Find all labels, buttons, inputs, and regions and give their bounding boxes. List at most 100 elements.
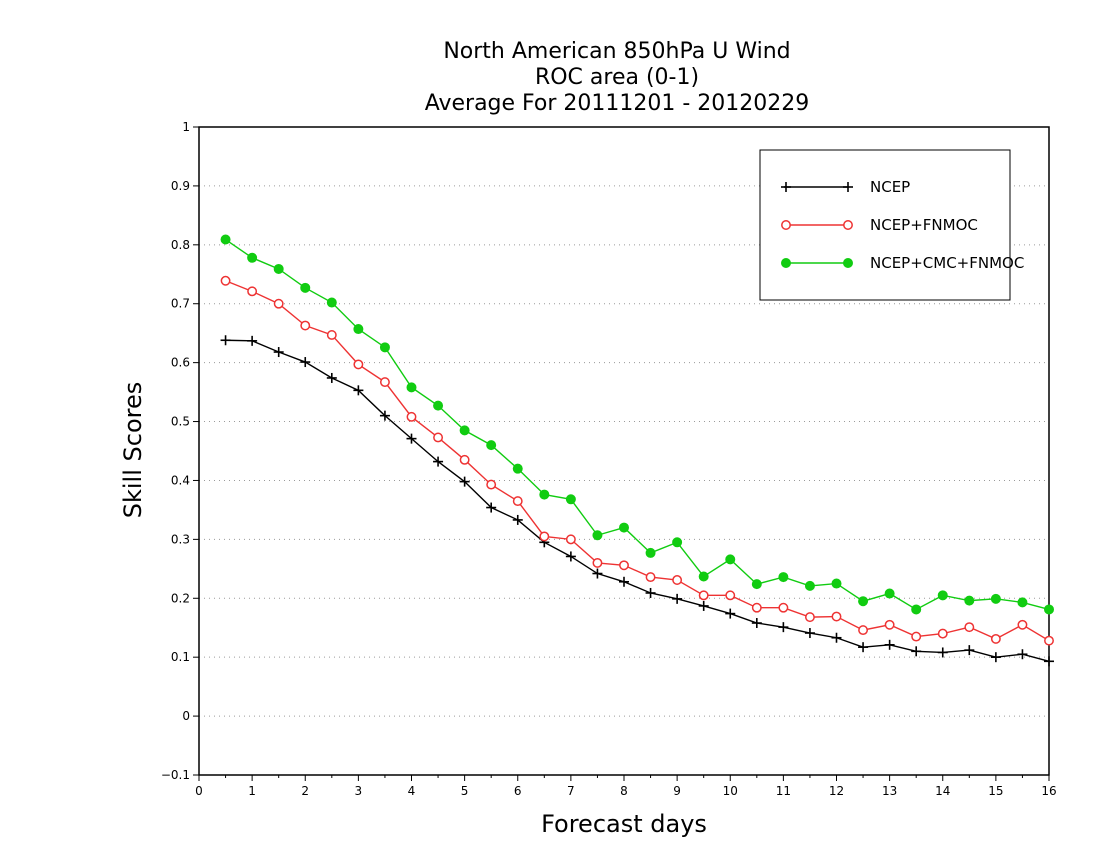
data-point xyxy=(379,342,390,353)
data-point xyxy=(592,568,603,579)
data-point xyxy=(804,580,815,591)
y-tick-label: −0.1 xyxy=(161,768,190,782)
data-point xyxy=(645,547,656,558)
y-tick-label: 0.1 xyxy=(171,650,190,664)
y-tick-label: 0.9 xyxy=(171,179,190,193)
data-point xyxy=(1044,656,1054,667)
y-tick-label: 1 xyxy=(182,120,190,134)
data-point xyxy=(911,604,922,615)
legend-marker-start xyxy=(781,258,791,268)
x-tick-label: 6 xyxy=(514,784,522,798)
data-point xyxy=(858,625,869,636)
data-point xyxy=(406,411,417,422)
y-tick-label: 0.4 xyxy=(171,473,190,487)
y-tick-label: 0 xyxy=(182,709,190,723)
legend-label: NCEP xyxy=(870,178,910,196)
x-tick-label: 7 xyxy=(567,784,575,798)
x-tick-label: 3 xyxy=(355,784,363,798)
x-tick-label: 9 xyxy=(673,784,681,798)
legend-marker-end xyxy=(843,258,853,268)
data-point xyxy=(725,554,736,565)
data-point xyxy=(1044,635,1054,646)
data-point xyxy=(725,590,736,601)
data-point xyxy=(964,622,975,633)
data-point xyxy=(672,575,683,585)
data-point xyxy=(353,359,364,370)
data-point xyxy=(619,576,629,587)
data-point xyxy=(725,608,736,619)
data-point xyxy=(858,642,869,653)
data-point xyxy=(273,298,284,309)
x-tick-label: 15 xyxy=(988,784,1003,798)
data-point xyxy=(459,425,470,436)
data-point xyxy=(326,372,337,383)
chart-title: North American 850hPa U Wind ROC area (0… xyxy=(425,39,810,116)
data-point xyxy=(911,631,922,642)
x-tick-label: 11 xyxy=(776,784,791,798)
data-point xyxy=(353,324,364,335)
x-axis-label: Forecast days xyxy=(541,810,707,838)
data-point xyxy=(512,496,523,507)
legend-item: NCEP xyxy=(781,178,910,196)
legend-label: NCEP+FNMOC xyxy=(870,216,978,234)
data-point xyxy=(698,590,709,601)
data-point xyxy=(884,639,895,650)
y-tick-label: 0.8 xyxy=(171,238,190,252)
data-point xyxy=(300,320,311,331)
x-tick-label: 2 xyxy=(301,784,309,798)
data-point xyxy=(326,297,337,308)
data-point xyxy=(778,622,789,633)
legend-label: NCEP+CMC+FNMOC xyxy=(870,254,1024,272)
data-point xyxy=(406,382,417,393)
data-point xyxy=(751,618,762,629)
series-line xyxy=(225,238,1050,611)
data-point xyxy=(937,647,948,658)
data-point xyxy=(1044,604,1054,615)
legend-item: NCEP+FNMOC xyxy=(781,216,978,234)
data-point xyxy=(619,560,629,571)
data-point xyxy=(778,602,789,613)
data-point xyxy=(433,456,444,467)
data-point xyxy=(433,400,444,411)
data-point xyxy=(831,611,842,622)
legend-marker-start xyxy=(781,220,791,230)
y-tick-label: 0.2 xyxy=(171,591,190,605)
data-point xyxy=(990,593,1001,604)
data-point xyxy=(751,579,762,590)
data-point xyxy=(592,557,603,568)
legend-marker-end xyxy=(843,182,853,192)
y-tick-label: 0.3 xyxy=(171,532,190,546)
x-tick-label: 13 xyxy=(882,784,897,798)
data-point xyxy=(645,572,656,583)
data-point xyxy=(512,514,523,525)
data-point xyxy=(778,572,789,583)
data-point xyxy=(911,646,922,657)
data-point xyxy=(486,502,497,513)
data-point xyxy=(247,335,258,346)
data-point xyxy=(990,633,1001,644)
x-tick-label: 12 xyxy=(829,784,844,798)
x-tick-label: 4 xyxy=(408,784,416,798)
x-tick-label: 10 xyxy=(723,784,738,798)
x-tick-label: 0 xyxy=(195,784,203,798)
data-point xyxy=(433,432,444,443)
data-point xyxy=(751,602,762,613)
data-point xyxy=(937,628,948,639)
title-line-3: Average For 20111201 - 20120229 xyxy=(425,91,810,116)
legend-marker-start xyxy=(781,182,791,192)
data-point xyxy=(1017,619,1028,630)
x-tick-label: 14 xyxy=(935,784,950,798)
x-tick-label: 1 xyxy=(248,784,256,798)
data-point xyxy=(1017,649,1028,660)
data-point xyxy=(220,234,231,245)
data-point xyxy=(379,377,390,388)
x-tick-label: 8 xyxy=(620,784,628,798)
y-tick-label: 0.7 xyxy=(171,297,190,311)
data-point xyxy=(459,454,470,465)
x-tick-label: 5 xyxy=(461,784,469,798)
x-tick-label: 16 xyxy=(1041,784,1056,798)
data-point xyxy=(565,551,576,562)
data-point xyxy=(698,571,709,582)
data-point xyxy=(247,286,258,297)
